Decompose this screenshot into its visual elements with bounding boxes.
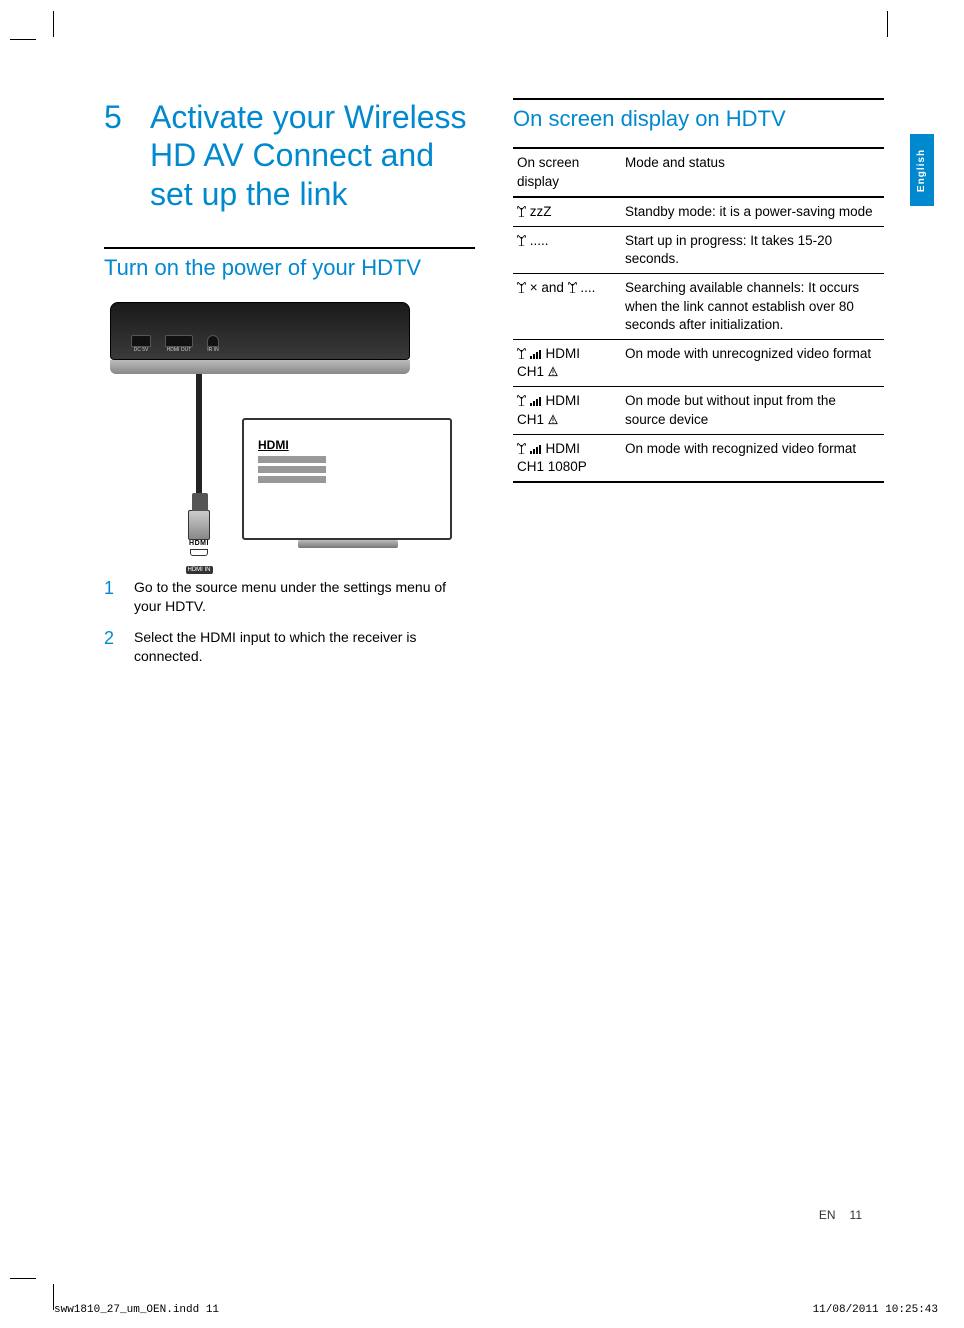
receiver-device: DC 5V HDMI OUT IR IN: [110, 302, 410, 360]
table-cell-display: zzZ: [513, 197, 621, 227]
section-rule: [513, 98, 884, 100]
table-cell-display: HDMICH1 1080P: [513, 434, 621, 482]
table-cell-status: On mode but without input from the sourc…: [621, 387, 884, 434]
osd-table: On screen display Mode and status zzZSta…: [513, 147, 884, 483]
table-cell-status: Standby mode: it is a power-saving mode: [621, 197, 884, 227]
crop-mark: [53, 11, 54, 37]
table-row: .....Start up in progress: It takes 15-2…: [513, 226, 884, 273]
connection-diagram: DC 5V HDMI OUT IR IN: [104, 296, 475, 556]
section-heading: On screen display on HDTV: [513, 106, 884, 131]
hdmi-menu-title: HDMI: [258, 438, 326, 452]
step-text: Go to the source menu under the settings…: [134, 576, 475, 616]
right-column: On screen display on HDTV On screen disp…: [513, 98, 884, 676]
language-tab-label: English: [917, 148, 928, 191]
print-timestamp: 11/08/2011 10:25:43: [813, 1304, 938, 1316]
page-footer: EN 11: [819, 1208, 862, 1222]
port-dc: DC 5V: [131, 335, 151, 353]
chapter-number: 5: [104, 98, 130, 213]
crop-mark: [10, 39, 36, 40]
table-header: On screen display: [513, 148, 621, 196]
footer-lang: EN: [819, 1208, 836, 1222]
table-row: HDMICH1 1080POn mode with recognized vid…: [513, 434, 884, 482]
content-area: 5 Activate your Wireless HD AV Connect a…: [104, 98, 884, 676]
print-footer: sww1810_27_um_OEN.indd 11 11/08/2011 10:…: [54, 1304, 938, 1316]
hdmi-badge: HDMI: [182, 540, 216, 547]
table-cell-display: HDMICH1: [513, 340, 621, 387]
table-row: HDMICH1 On mode but without input from t…: [513, 387, 884, 434]
chapter-text: Activate your Wireless HD AV Connect and…: [150, 98, 475, 213]
crop-mark: [10, 1278, 36, 1279]
step-item: 1 Go to the source menu under the settin…: [104, 576, 475, 616]
hdmi-menu: HDMI: [258, 438, 326, 486]
table-header: Mode and status: [621, 148, 884, 196]
hdmi-in-label: HDMI IN: [186, 566, 213, 574]
crop-mark: [887, 11, 888, 37]
table-row: × and ....Searching available channels: …: [513, 274, 884, 340]
section-rule: [104, 247, 475, 249]
table-cell-status: On mode with recognized video format: [621, 434, 884, 482]
columns: 5 Activate your Wireless HD AV Connect a…: [104, 98, 884, 676]
table-row: HDMICH1 On mode with unrecognized video …: [513, 340, 884, 387]
hdmi-port-icon: [190, 549, 208, 556]
step-item: 2 Select the HDMI input to which the rec…: [104, 626, 475, 666]
print-file: sww1810_27_um_OEN.indd 11: [54, 1304, 219, 1316]
steps-list: 1 Go to the source menu under the settin…: [104, 576, 475, 666]
hdmi-in-label-group: HDMI HDMI IN: [182, 540, 216, 576]
table-cell-status: On mode with unrecognized video format: [621, 340, 884, 387]
table-cell-display: .....: [513, 226, 621, 273]
device-base: [110, 360, 410, 374]
section-heading: Turn on the power of your HDTV: [104, 255, 475, 280]
hdmi-plug-icon: [188, 510, 210, 540]
hdmi-menu-item: [258, 476, 326, 483]
table-cell-status: Searching available channels: It occurs …: [621, 274, 884, 340]
table-row: zzZStandby mode: it is a power-saving mo…: [513, 197, 884, 227]
page: English 5 Activate your Wireless HD AV C…: [54, 40, 934, 1278]
table-cell-status: Start up in progress: It takes 15-20 sec…: [621, 226, 884, 273]
port-hdmi-out: HDMI OUT: [165, 335, 193, 353]
table-cell-display: HDMICH1: [513, 387, 621, 434]
step-number: 1: [104, 576, 134, 616]
hdmi-menu-item: [258, 456, 326, 463]
hdmi-menu-item: [258, 466, 326, 473]
tv-stand: [298, 540, 398, 548]
language-tab: English: [910, 134, 934, 206]
left-column: 5 Activate your Wireless HD AV Connect a…: [104, 98, 475, 676]
step-text: Select the HDMI input to which the recei…: [134, 626, 475, 666]
step-number: 2: [104, 626, 134, 666]
tv-screen: HDMI: [242, 418, 452, 540]
port-row: DC 5V HDMI OUT IR IN: [131, 335, 219, 353]
port-ir: IR IN: [207, 335, 219, 353]
chapter-title: 5 Activate your Wireless HD AV Connect a…: [104, 98, 475, 213]
footer-page-number: 11: [850, 1208, 862, 1222]
table-cell-display: × and ....: [513, 274, 621, 340]
